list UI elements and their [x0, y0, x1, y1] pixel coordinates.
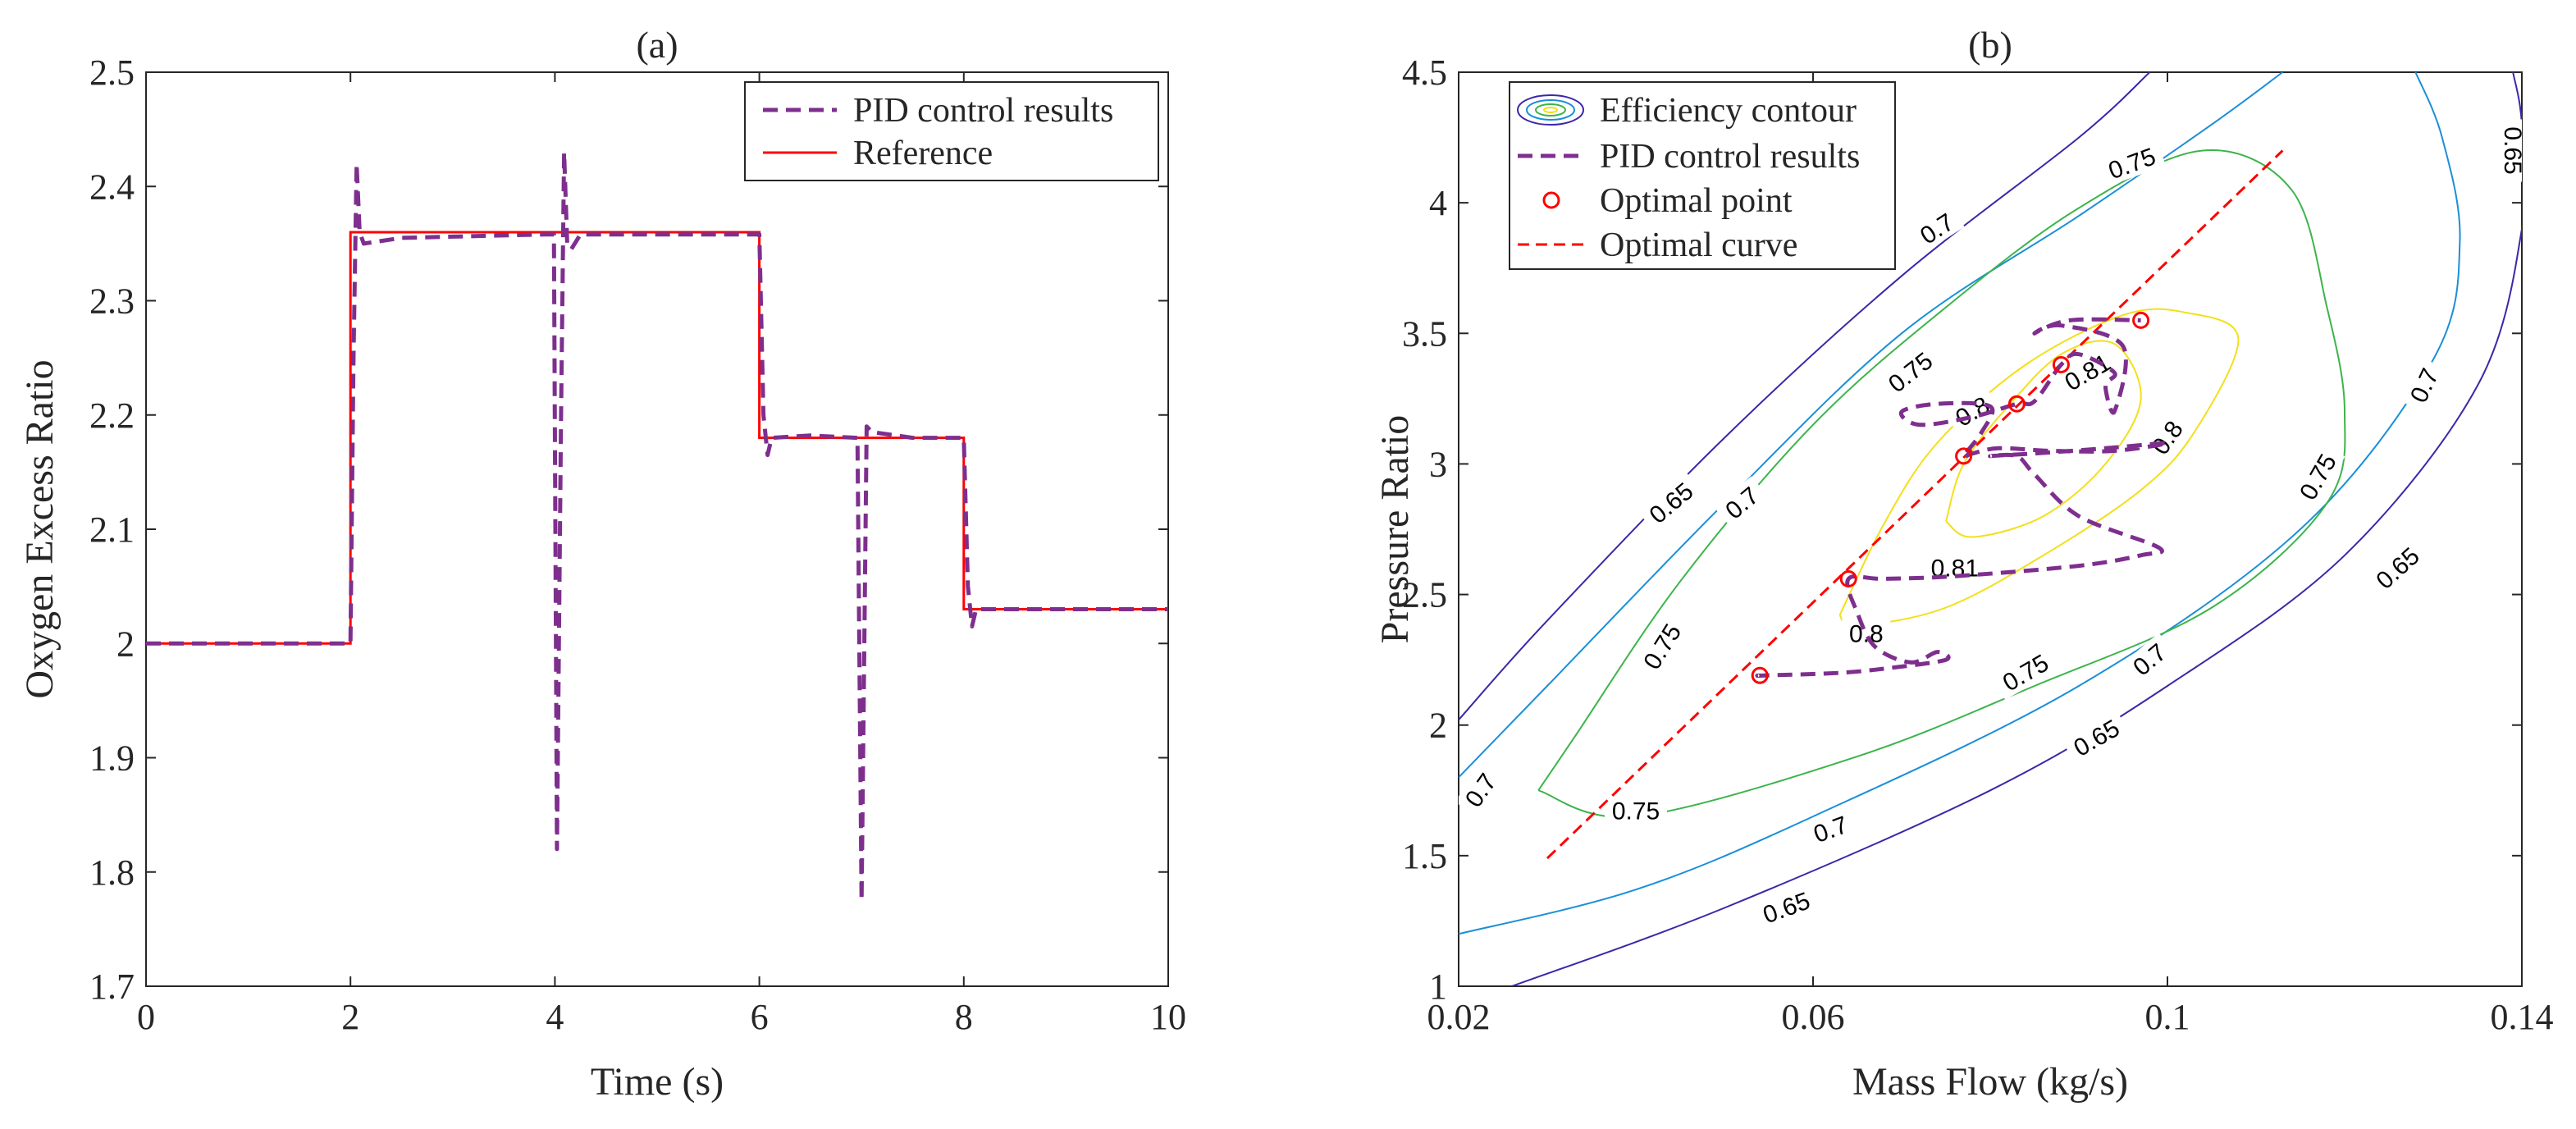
legend-box-a: [744, 81, 1159, 181]
a-xtick-label: 6: [751, 997, 769, 1037]
title-b: (b): [1968, 24, 2012, 66]
legend-label-optimal-curve: Optimal curve: [1600, 226, 1797, 264]
a-ytick-label: 2: [116, 624, 135, 664]
optimal-point-marker: [2052, 355, 2070, 373]
contour-label-bg: [2062, 710, 2131, 766]
xlabel-a: Time (s): [591, 1060, 724, 1104]
contour-legend-icon: [1517, 94, 1584, 126]
optimal-point-marker: [2132, 311, 2150, 329]
a-ytick-label: 1.7: [89, 967, 135, 1007]
contour-label-bg: [2364, 536, 2430, 600]
contour-label-bg: [2500, 119, 2522, 182]
contour-label-bg: [1714, 476, 1770, 529]
contour-line-0.7-upper: [1459, 72, 2283, 779]
contour-label-bg: [1908, 203, 1965, 254]
series-a: [146, 150, 1168, 903]
legend-label-pid-a: PID control results: [853, 92, 1113, 130]
contour-label-bg: [1802, 807, 1858, 851]
b-ytick-label: 2: [1429, 706, 1447, 746]
b-ytick-label: 4.5: [1402, 53, 1447, 93]
contour-label-bg: [2097, 139, 2166, 187]
b-xtick-label: 0.02: [1427, 997, 1491, 1037]
contour-label-bg: [1876, 341, 1943, 403]
legend-a: PID control results Reference: [744, 81, 1159, 181]
optimal-point-marker: [1955, 447, 1973, 465]
contour-label-bg: [1605, 796, 1667, 825]
contour-label-bg: [1842, 619, 1891, 647]
contour-label-bg: [1943, 386, 2000, 436]
b-xtick-label: 0.14: [2491, 997, 2554, 1037]
ticks-b: 0.02 0.06 0.1 0.14 1 1.5 2 2.5 3 3.5 4 4.5: [1402, 53, 2554, 1037]
a-xtick-label: 2: [341, 997, 359, 1037]
contour-label-bg: [1633, 612, 1691, 680]
optimal-point-marker: [1839, 569, 1857, 587]
contour-label: 0.75: [1605, 796, 1667, 825]
a-xtick-label: 8: [955, 997, 973, 1037]
contour-label-bg: [2141, 409, 2193, 465]
contour-line-0.65-upper: [1459, 72, 2151, 720]
xlabel-b: Mass Flow (kg/s): [1852, 1060, 2128, 1104]
contour-label-bg: [1752, 883, 1820, 931]
ylabel-b: Pressure Ratio: [1373, 415, 1417, 644]
contour-line-0.8: [1838, 308, 2240, 627]
contour-line-0.7-lower: [1459, 72, 2461, 935]
contour-line-0.65-lower: [1511, 72, 2522, 986]
b-xtick-label: 0.06: [1782, 997, 1845, 1037]
ticks-a: 0 2 4 6 8 10 1.7 1.8 1.9 2 2.1 2.2 2.3 2.4 2.5: [89, 53, 1186, 1037]
optimal-curve-line: [1546, 149, 2284, 860]
panel-a: (a) Time (s) Oxygen Excess Ratio 0 2 4 6 8 10…: [18, 24, 1186, 1104]
series-line-reference: [146, 231, 1168, 645]
legend-label-contour-b: Efficiency contour: [1600, 92, 1857, 130]
legend-label-pid-b: PID control results: [1600, 138, 1860, 176]
legend-label-optimal-point: Optimal point: [1600, 182, 1793, 220]
overlay-b: [1546, 149, 2284, 860]
b-xtick-label: 0.1: [2145, 997, 2190, 1037]
contour-label: 0.7: [2400, 357, 2447, 414]
legend-label-reference-a: Reference: [853, 135, 993, 172]
a-xtick-label: 0: [137, 997, 155, 1037]
b-ytick-label: 3: [1429, 444, 1447, 484]
contour-line-0.81: [1945, 340, 2142, 538]
legend-swatch-optimal-point: [1542, 191, 1560, 209]
optimal-point-marker: [2007, 395, 2026, 413]
legend-b: Efficiency contour PID control results O…: [1509, 81, 1896, 270]
a-ytick-label: 2.5: [89, 53, 135, 93]
a-ytick-label: 2.1: [89, 510, 135, 550]
contour-line-0.75: [1537, 149, 2346, 819]
contour-label: 0.65: [2499, 119, 2526, 182]
b-ytick-label: 2.5: [1402, 575, 1447, 615]
b-ytick-label: 4: [1429, 183, 1447, 223]
b-ytick-label: 1.5: [1402, 836, 1447, 876]
title-a: (a): [636, 24, 678, 66]
ylabel-a: Oxygen Excess Ratio: [18, 359, 62, 698]
contour-label-text: 0.65: [2499, 126, 2526, 174]
contour-label-bg: [1991, 644, 2060, 700]
a-ytick-label: 2.2: [89, 395, 135, 436]
a-ytick-label: 1.8: [89, 852, 135, 893]
optimal-point-marker: [1751, 666, 1769, 684]
contour-label-bg: [2400, 357, 2447, 414]
contour-label-bg: [1637, 471, 1704, 533]
a-xtick-label: 10: [1150, 997, 1186, 1037]
a-ytick-label: 2.4: [89, 167, 135, 207]
contour-label-text: 0.75: [1612, 798, 1660, 825]
panel-b: (b) Mass Flow (kg/s) Pressure Ratio 0.02…: [1373, 24, 2554, 1104]
b-ytick-label: 1: [1429, 967, 1447, 1007]
b-ytick-label: 3.5: [1402, 313, 1447, 354]
contour-label-bg: [2290, 442, 2345, 511]
a-xtick-label: 4: [546, 997, 564, 1037]
contour-label: 0.8: [1842, 619, 1891, 647]
contour-label-bg: [2122, 633, 2177, 686]
a-ytick-label: 1.9: [89, 738, 135, 779]
contour-label-bg: [2053, 344, 2122, 400]
contour-label-bg: [1459, 761, 1506, 818]
contour-label-text: 0.8: [1849, 620, 1884, 647]
series-line-pid: [146, 150, 1168, 903]
a-ytick-label: 2.3: [89, 281, 135, 322]
plot-area-a: [145, 71, 1169, 987]
